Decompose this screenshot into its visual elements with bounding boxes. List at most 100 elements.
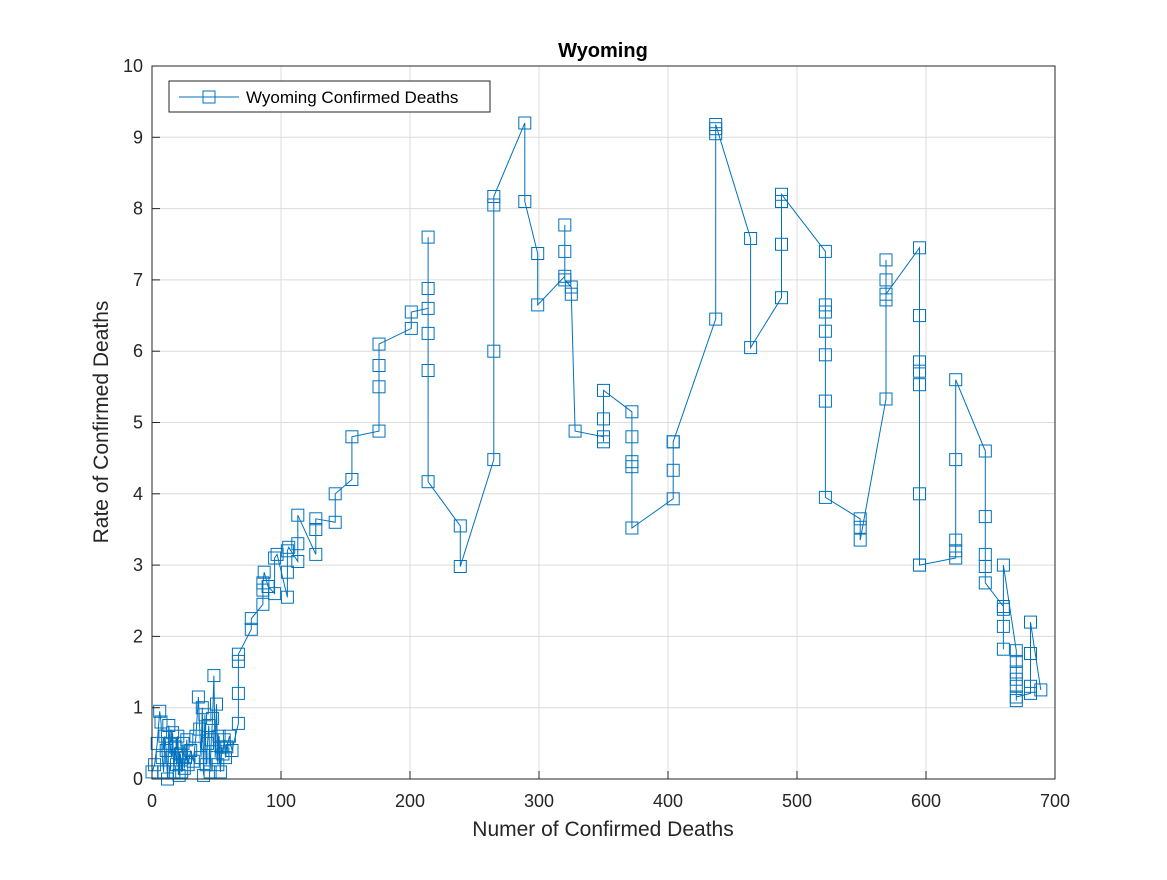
data-point xyxy=(180,733,194,747)
data-point xyxy=(256,597,270,611)
data-point xyxy=(176,736,190,750)
data-point xyxy=(291,537,305,551)
data-point xyxy=(186,754,200,768)
data-point xyxy=(154,715,168,729)
data-point xyxy=(879,392,893,406)
data-point xyxy=(167,765,181,779)
data-point xyxy=(666,492,680,506)
data-point xyxy=(487,453,501,467)
data-point xyxy=(207,669,221,683)
y-tick-label: 4 xyxy=(133,484,143,504)
data-point xyxy=(518,116,532,130)
data-point xyxy=(193,722,207,736)
data-point xyxy=(159,744,173,757)
legend[interactable]: Wyoming Confirmed Deaths xyxy=(168,80,491,113)
y-tick-label: 6 xyxy=(133,341,143,361)
data-point xyxy=(158,729,172,743)
data-point xyxy=(194,751,208,765)
data-point xyxy=(775,237,788,251)
data-point xyxy=(558,244,572,258)
data-point xyxy=(282,540,296,554)
data-point xyxy=(157,765,171,779)
data-point xyxy=(453,519,467,533)
data-point xyxy=(558,218,572,232)
data-point xyxy=(244,622,258,636)
y-tick-label: 10 xyxy=(123,56,143,76)
data-point xyxy=(818,490,832,504)
data-point xyxy=(978,576,992,590)
data-point xyxy=(173,747,187,761)
data-point xyxy=(206,711,220,725)
y-tick-label: 8 xyxy=(133,199,143,219)
data-point xyxy=(625,521,639,535)
data-point xyxy=(202,719,216,732)
data-point xyxy=(709,312,723,326)
series-line xyxy=(151,122,1042,780)
data-point xyxy=(597,383,610,397)
data-point xyxy=(257,565,271,579)
y-tick-label: 7 xyxy=(133,270,143,290)
chart-title: Wyoming xyxy=(558,40,648,62)
data-point xyxy=(1024,686,1037,700)
data-point xyxy=(291,508,305,522)
x-tick-label: 700 xyxy=(1040,791,1070,811)
data-point xyxy=(818,305,832,319)
data-point xyxy=(309,523,323,536)
data-point xyxy=(225,744,239,757)
data-point xyxy=(195,701,209,715)
data-point xyxy=(171,729,185,743)
data-point xyxy=(531,247,545,260)
data-point xyxy=(213,765,227,779)
y-tick-label: 9 xyxy=(133,127,143,147)
data-point xyxy=(949,373,963,387)
data-point xyxy=(372,359,386,372)
data-point xyxy=(879,287,893,301)
data-point xyxy=(744,341,758,355)
data-point xyxy=(518,195,532,208)
data-point xyxy=(172,768,186,782)
data-point xyxy=(996,558,1010,572)
legend-marker xyxy=(202,90,216,104)
data-point xyxy=(913,378,926,392)
y-tick-label: 0 xyxy=(133,769,143,789)
data-point xyxy=(853,533,867,547)
y-tick-label: 5 xyxy=(133,413,143,433)
data-point xyxy=(564,287,578,301)
data-point xyxy=(270,547,284,561)
data-point xyxy=(666,435,680,449)
data-point xyxy=(996,602,1010,616)
data-point xyxy=(818,394,832,408)
data-point xyxy=(666,463,680,477)
data-point xyxy=(328,487,342,501)
x-tick-label: 600 xyxy=(911,791,941,811)
data-point xyxy=(775,195,788,208)
data-point xyxy=(280,565,294,579)
data-point xyxy=(203,765,217,779)
data-point xyxy=(564,280,578,294)
data-point xyxy=(211,758,225,772)
data-point xyxy=(775,187,788,201)
data-point xyxy=(949,533,963,547)
data-point xyxy=(996,619,1010,633)
x-axis-label: Numer of Confirmed Deaths xyxy=(472,818,733,841)
data-point xyxy=(231,686,245,700)
data-point xyxy=(162,719,176,732)
data-point xyxy=(155,751,169,765)
axes: 0 100 200 300 400 500 600 700 0 1 2 3 4 5 6 7 8 9 10 xyxy=(123,56,1070,811)
data-point xyxy=(949,544,963,558)
y-tick-label: 2 xyxy=(133,626,143,646)
data-point xyxy=(913,241,926,255)
data-point xyxy=(210,697,223,711)
data-point xyxy=(978,444,992,458)
data-point xyxy=(949,453,963,467)
data-point xyxy=(996,642,1010,656)
data-point xyxy=(309,547,323,561)
data-point xyxy=(879,273,893,287)
data-point xyxy=(625,430,639,444)
data-point xyxy=(913,487,926,501)
x-tick-label: 300 xyxy=(524,791,554,811)
y-axis-label: Rate of Confirmed Deaths xyxy=(90,301,113,544)
data-point xyxy=(818,324,832,338)
